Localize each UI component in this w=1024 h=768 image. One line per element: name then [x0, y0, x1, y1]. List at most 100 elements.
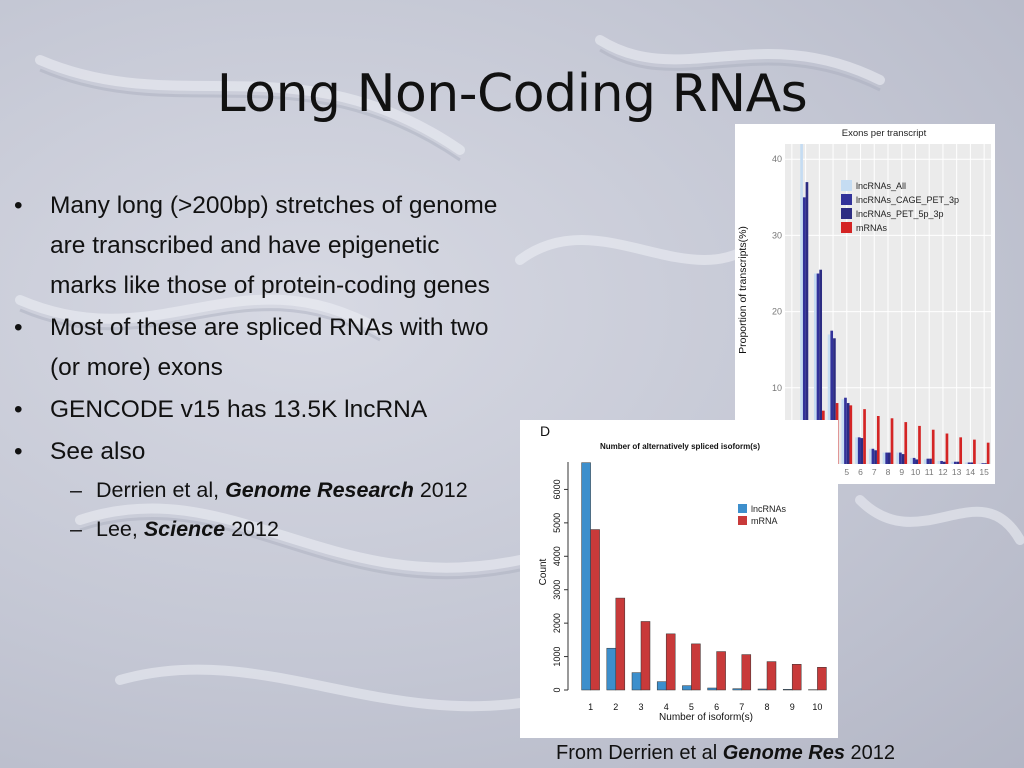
bullet-glyph: • [14, 438, 23, 465]
bullet-item: • GENCODE v15 has 13.5K lncRNA [8, 390, 513, 430]
bar [606, 647, 617, 691]
bar [981, 463, 985, 464]
legend-label: lncRNAs_All [856, 181, 906, 191]
x-tick-label: 11 [925, 467, 934, 477]
x-tick-label: 3 [638, 702, 643, 712]
y-tick-label: 40 [772, 154, 782, 164]
bar [926, 458, 930, 464]
bar [899, 452, 902, 464]
chart-title: Exons per transcript [842, 128, 927, 139]
x-tick-label: 12 [938, 467, 948, 477]
bar [868, 448, 872, 464]
bar [656, 681, 667, 691]
bullet-list: • Many long (>200bp) stretches of genome… [8, 186, 513, 552]
bar [827, 334, 831, 464]
legend-swatch [738, 504, 747, 513]
caption-suffix: 2012 [844, 742, 896, 764]
legend-label: mRNAs [856, 223, 887, 233]
bar [844, 397, 847, 464]
x-tick-label: 13 [952, 467, 962, 477]
figure-caption: From Derrien et al Genome Res 2012 [556, 742, 895, 765]
x-tick-label: 5 [844, 467, 849, 477]
bar [833, 338, 836, 464]
x-tick-label: 15 [979, 467, 989, 477]
bar [910, 457, 913, 464]
bullet-glyph: • [14, 314, 23, 341]
bar [967, 462, 971, 464]
bar [766, 661, 777, 691]
x-tick-label: 6 [714, 702, 719, 712]
bar [986, 442, 990, 464]
bar [973, 439, 976, 464]
bar [937, 460, 941, 464]
panel-letter: D [540, 423, 550, 439]
bar [956, 461, 960, 464]
x-tick-label: 2 [613, 702, 618, 712]
legend: lncRNAs mRNA [738, 504, 787, 526]
bullet-item: • See also [8, 432, 513, 472]
bar [640, 621, 651, 691]
x-tick-label: 7 [872, 467, 877, 477]
bar [855, 437, 858, 464]
bar [782, 689, 793, 691]
bar [885, 452, 888, 464]
bar [691, 643, 701, 691]
bar [953, 461, 957, 464]
legend-label: lncRNAs_PET_5p_3p [856, 209, 944, 219]
bullet-text: See also [50, 438, 146, 465]
citation-prefix: Lee, [96, 517, 144, 541]
isoform-chart-panel: D Number of alternatively spliced isofor… [520, 420, 838, 738]
bar [800, 144, 803, 464]
bar [874, 450, 877, 464]
bar [590, 529, 600, 691]
legend-swatch [841, 180, 852, 191]
y-tick-label: 10 [772, 383, 782, 393]
y-tick-label: 4000 [552, 546, 562, 566]
citation-suffix: 2012 [225, 517, 279, 541]
bar [890, 418, 894, 464]
bar [876, 416, 880, 464]
x-tick-label: 8 [764, 702, 769, 712]
isoform-count-chart: D Number of alternatively spliced isofor… [538, 423, 827, 723]
bullet-glyph: • [14, 192, 23, 219]
bar [918, 425, 921, 464]
bar [757, 688, 768, 691]
bar [882, 452, 886, 464]
x-axis-label: Number of isoform(s) [659, 712, 753, 723]
bullet-item: • Most of these are spliced RNAs with tw… [8, 308, 513, 388]
bullet-text: Most of these are spliced RNAs with two … [50, 314, 489, 381]
sub-bullet-item: – Derrien et al, Genome Research 2012 [8, 474, 513, 507]
bar [860, 438, 864, 464]
bar [813, 273, 817, 464]
x-tick-label: 4 [664, 702, 669, 712]
bar [888, 452, 891, 464]
x-tick-label: 10 [812, 702, 822, 712]
bullet-glyph: • [14, 396, 23, 423]
y-tick-label: 0 [552, 687, 562, 692]
y-tick-label: 6000 [552, 479, 562, 499]
bar [830, 330, 834, 464]
bar [901, 454, 905, 464]
bar [846, 403, 850, 464]
bar [896, 452, 900, 464]
bar [615, 597, 626, 691]
bar [665, 633, 676, 691]
journal-name: Science [143, 517, 226, 541]
bar-group [581, 462, 827, 691]
bar [945, 433, 949, 464]
bar [978, 463, 982, 464]
bar [940, 460, 943, 464]
bar [863, 409, 866, 464]
y-tick-labels: 0 1000 2000 3000 4000 5000 6000 [552, 479, 568, 693]
x-tick-label: 9 [790, 702, 795, 712]
bar [841, 399, 845, 464]
bar [791, 664, 802, 691]
bar [951, 461, 954, 464]
caption-prefix: From Derrien et al [556, 742, 723, 764]
bar [959, 437, 963, 464]
slide-title: Long Non-Coding RNAs [216, 64, 808, 124]
x-tick-label: 14 [966, 467, 976, 477]
bar [942, 461, 946, 464]
